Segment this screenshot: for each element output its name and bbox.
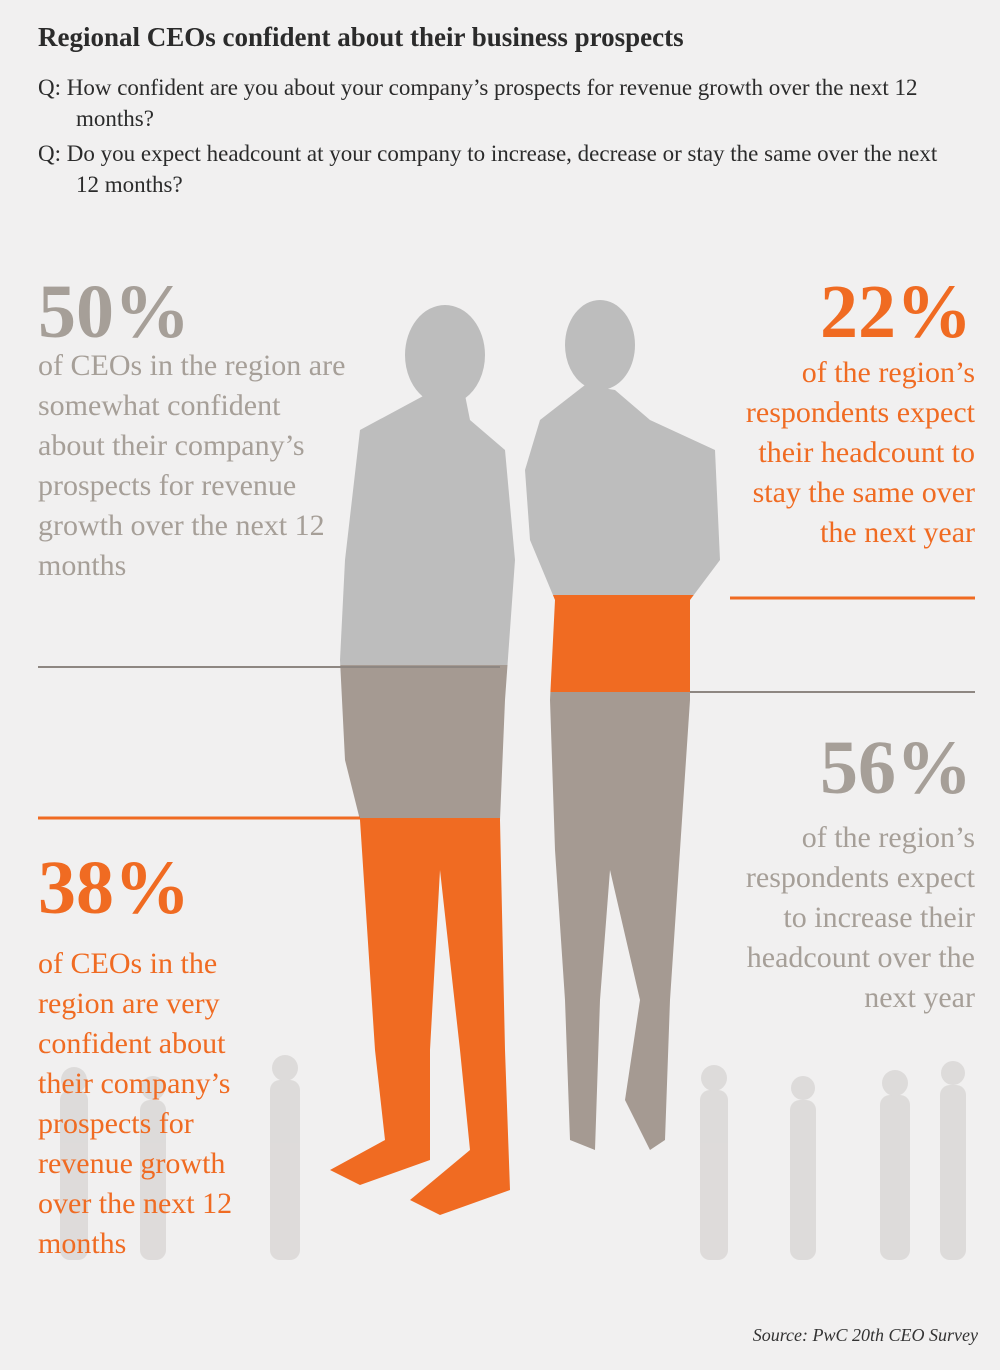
stat-text: of CEOs in the region are very confident… — [38, 947, 233, 1260]
stat-text: of CEOs in the region are somewhat confi… — [38, 349, 346, 582]
stat-figure: 38% — [38, 846, 190, 930]
stat-figure: 22% — [820, 270, 972, 354]
woman-silhouette — [525, 300, 720, 1150]
stat-figure: 56% — [820, 726, 972, 810]
question: Q: Do you expect headcount at your compa… — [38, 141, 938, 197]
source: Source: PwC 20th CEO Survey — [752, 1325, 978, 1345]
stat-text: of the region’s respondents expect to in… — [745, 821, 975, 1014]
question: Q: How confident are you about your comp… — [38, 75, 918, 131]
crowd — [60, 1055, 966, 1260]
title: Regional CEOs confident about their busi… — [38, 22, 684, 52]
stat-text: of the region’s respondents expect their… — [745, 356, 975, 549]
stat-figure: 50% — [38, 270, 190, 354]
